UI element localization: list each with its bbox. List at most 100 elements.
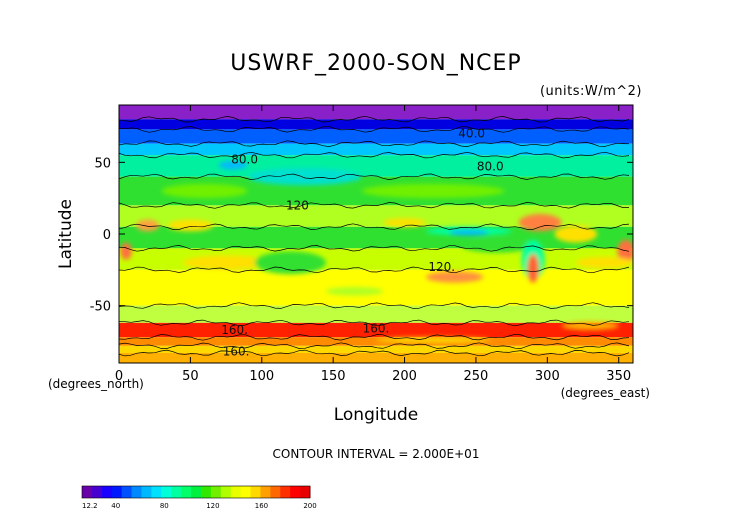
contour-line-3 (119, 140, 630, 147)
colorbar-swatch-3 (111, 486, 123, 498)
contour-line-5 (119, 173, 630, 180)
field-feature-22 (376, 337, 491, 343)
contour-line-4 (119, 151, 630, 159)
contour-line-2 (119, 126, 630, 133)
colorbar-swatch-11 (191, 486, 202, 498)
contour-label-0: 40.0 (458, 127, 485, 141)
contour-label-5: 160. (221, 323, 248, 337)
colorbar-tick-label-40: 40 (111, 502, 120, 510)
contour-line-14 (119, 349, 630, 357)
x-tick-label-300: 300 (535, 369, 560, 384)
contour-line-11 (119, 319, 630, 327)
field-feature-15 (120, 242, 132, 260)
contour-label-1: 80.0 (231, 152, 258, 166)
field-feature-11 (461, 238, 534, 253)
x-tick-label-150: 150 (321, 369, 346, 384)
contour-label-4: 120. (428, 260, 455, 274)
units-label: (units:W/m^2) (540, 84, 642, 99)
y-unit-note: (degrees_north) (48, 377, 144, 391)
contour-labels: 40.0 80.0 80.0 120 120. 160. 160. 160. (221, 127, 503, 359)
field-feature-0 (247, 168, 362, 186)
colorbar-swatch-22 (300, 486, 311, 498)
x-axis-label: Longitude (334, 405, 419, 425)
colorbar-min-label: 12.2 (82, 502, 98, 510)
field-feature-4 (136, 219, 159, 232)
field-band-4 (119, 155, 633, 177)
contour-interval-text: CONTOUR INTERVAL = 2.000E+01 (273, 447, 480, 461)
field-band-11 (119, 322, 633, 338)
field-band-6 (119, 205, 633, 227)
field-feature-10 (448, 229, 489, 236)
colorbar-swatch-14 (220, 486, 232, 498)
colorbar-swatch-21 (290, 486, 301, 498)
field-band-1 (119, 119, 633, 130)
field-feature-18 (183, 255, 269, 270)
colorbar-tick-label-80: 80 (160, 502, 169, 510)
colorbar-swatch-8 (161, 486, 172, 498)
colorbar-swatch-15 (230, 486, 242, 498)
colorbar-swatch-17 (250, 486, 261, 498)
x-axis-ticks: 0 50 100 150 200 250 300 350 (115, 105, 631, 384)
contour-label-2: 80.0 (477, 160, 504, 174)
colorbar-swatch-6 (141, 486, 152, 498)
colorbar-swatch-2 (101, 486, 113, 498)
field-features (120, 160, 633, 343)
y-axis-ticks: -50 0 50 (90, 156, 633, 315)
colorbar-swatch-16 (240, 486, 252, 498)
contour-line-6 (119, 202, 630, 209)
field-feature-3 (218, 160, 248, 170)
field-feature-1 (161, 183, 248, 199)
field-band-13 (119, 345, 633, 353)
plot-area (119, 105, 633, 363)
contour-label-3: 120 (286, 198, 309, 212)
field-feature-19 (254, 251, 327, 275)
field-band-0 (119, 105, 633, 120)
field-feature-7 (518, 213, 562, 232)
field-feature-6 (383, 218, 426, 227)
colorbar: 12.2 40 80 120 160 200 (81, 485, 317, 510)
field-band-10 (119, 305, 633, 323)
x-unit-note: (degrees_east) (561, 386, 650, 400)
colorbar-swatch-12 (200, 486, 212, 498)
contour-line-7 (119, 223, 630, 230)
colorbar-swatch-0 (82, 486, 93, 498)
x-tick-label-200: 200 (392, 369, 417, 384)
colorbar-tick-label-120: 120 (206, 502, 219, 510)
colorbar-swatch-9 (171, 486, 182, 498)
colorbar-frame (81, 485, 311, 499)
colorbar-swatch-1 (91, 486, 103, 498)
colorbar-swatch-20 (280, 486, 291, 498)
y-tick-label-0: 0 (103, 228, 111, 243)
y-tick-label--50: -50 (90, 300, 111, 315)
chart-title: USWRF_2000-SON_NCEP (230, 51, 521, 76)
field-band-12 (119, 337, 633, 346)
x-tick-label-250: 250 (464, 369, 489, 384)
field-band-3 (119, 143, 633, 156)
colorbar-swatch-18 (260, 486, 271, 498)
colorbar-swatch-4 (121, 486, 133, 498)
colorbar-tick-label-200: 200 (303, 502, 316, 510)
colorbar-swatch-5 (131, 486, 142, 498)
colorbar-swatch-13 (210, 486, 222, 498)
contour-line-9 (119, 266, 630, 274)
field-feature-13 (527, 254, 539, 283)
field-band-2 (119, 129, 633, 144)
field-feature-5 (167, 219, 214, 232)
field-feature-21 (561, 321, 619, 331)
contour-label-6: 160. (363, 322, 390, 336)
field-feature-2 (361, 183, 505, 199)
x-tick-label-100: 100 (249, 369, 274, 384)
contour-line-10 (119, 302, 630, 309)
y-axis-label: Latitude (56, 199, 76, 269)
x-tick-label-0: 0 (115, 369, 123, 384)
field-feature-17 (575, 256, 633, 269)
contour-label-7: 160. (223, 345, 250, 359)
y-tick-label-50: 50 (94, 156, 111, 171)
field-band-9 (119, 269, 633, 306)
field-feature-20 (326, 287, 384, 296)
colorbar-swatch-19 (270, 486, 281, 498)
contour-line-13 (119, 342, 630, 349)
contour-line-8 (119, 245, 630, 252)
x-tick-label-350: 350 (606, 369, 631, 384)
contour-line-1 (119, 115, 630, 123)
